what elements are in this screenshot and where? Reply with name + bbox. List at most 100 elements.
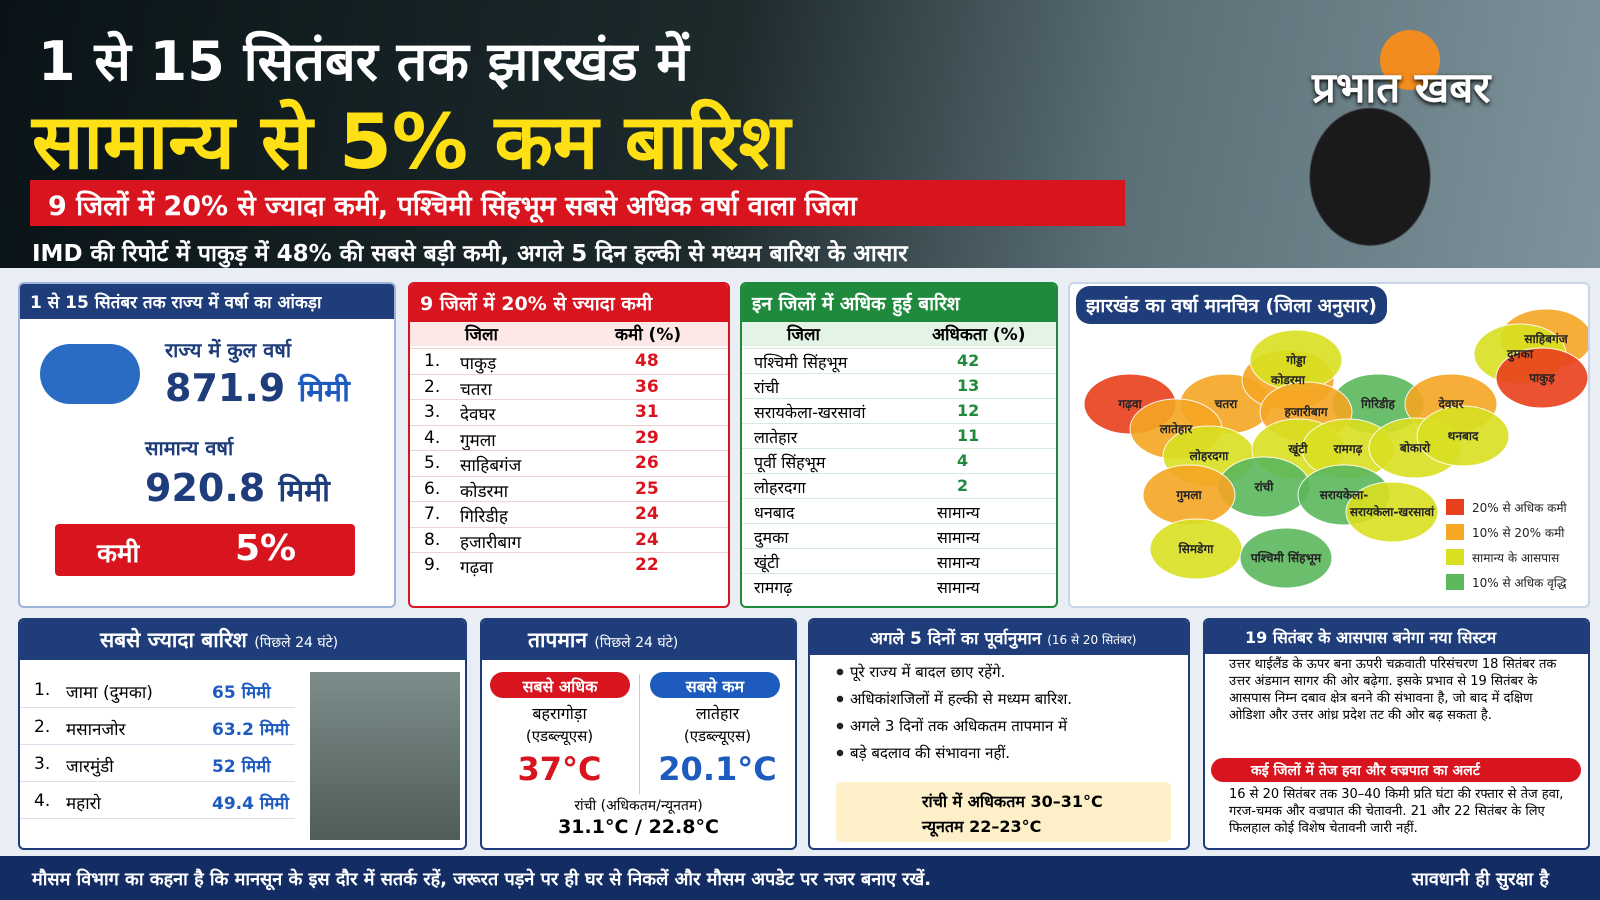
map-panel: झारखंड का वर्षा मानचित्र (जिला अनुसार) ग… [1068, 282, 1590, 608]
district: साहिबगंज [460, 456, 522, 476]
rain-row: 2. मसानजोर 63.2 मिमी [20, 709, 295, 745]
district-label: लोहरदगा [1189, 449, 1230, 463]
district-area [1239, 527, 1333, 589]
district: हजारीबाग [460, 532, 522, 553]
rank: 3. [34, 754, 51, 774]
place: महारो [66, 794, 101, 814]
deficit: 25 [635, 478, 659, 499]
table-row: 9. गढ़वा 22 [410, 552, 728, 578]
max-place: बहरागोड़ा [532, 704, 587, 723]
table-row: पूर्वी सिंहभूम 4 [742, 448, 1056, 472]
table-row: 7. गिरिडीह 24 [410, 501, 728, 527]
min-label: सबसे कम [650, 672, 780, 698]
deficit: 26 [635, 453, 659, 473]
header: 1 से 15 सितंबर तक झारखंड में सामान्य से … [0, 0, 1600, 268]
table-row: पश्चिमी सिंहभूम 42 [742, 348, 1056, 372]
panel-title: 9 जिलों में 20% से ज्यादा कमी [410, 284, 728, 322]
rank: 2. [34, 717, 51, 737]
table-row: 2. चतरा 36 [410, 373, 728, 400]
district: रामगढ़ [754, 578, 793, 597]
note: (16 से 20 सितंबर) [1047, 633, 1137, 647]
district-label: बोकारो [1399, 441, 1431, 455]
table-row: खूंटी सामान्य [742, 548, 1056, 572]
excess: 2 [957, 476, 969, 495]
footer: मौसम विभाग का कहना है कि मानसून के इस दौ… [0, 856, 1600, 900]
alert-text: 16 से 20 सितंबर तक 30–40 किमी प्रति घंटा… [1229, 787, 1564, 836]
table-row: 5. साहिबगंज 26 [410, 450, 728, 476]
panel-title: झारखंड का वर्षा मानचित्र (जिला अनुसार) [1076, 286, 1387, 324]
rain-map: गढ़वा चतरा कोडरमा गोड्डा गिरिडीह देवघर साहिबगं… [1083, 308, 1588, 591]
district: पाकुड़ [460, 354, 497, 374]
rank: 7. [424, 504, 441, 524]
summary-panel: 1 से 15 सितंबर तक राज्य में वर्षा का आंक… [18, 282, 396, 608]
forecast-item: बड़े बदलाव की संभावना नहीं. [836, 743, 1188, 763]
district-label: गढ़वा [1117, 397, 1142, 411]
system-panel: 19 सितंबर के आसपास बनेगा नया सिस्टम उत्त… [1203, 618, 1590, 850]
table-row: दुमका सामान्य [742, 523, 1056, 547]
table-header: जिला अधिकता (%) [742, 322, 1056, 346]
note: (पिछले 24 घंटे) [254, 635, 339, 651]
district: गुमला [460, 430, 496, 451]
excess: 13 [957, 376, 980, 395]
rank: 3. [424, 402, 441, 422]
amount: 49.4 मिमी [212, 794, 290, 814]
district-label: सिमडेगा [1178, 542, 1215, 556]
temperature-panel: तापमान (पिछले 24 घंटे) सबसे अधिक बहरागोड… [480, 618, 797, 850]
district-label: देवघर [1437, 397, 1464, 411]
rain-row: 1. जामा (दुमका) 65 मिमी [20, 672, 295, 708]
table-row: 4. गुमला 29 [410, 424, 728, 451]
excess: सामान्य [937, 528, 980, 547]
tagline: IMD की रिपोर्ट में पाकुड़ में 48% की सबस… [32, 241, 908, 267]
deficit: 48 [635, 351, 659, 371]
district-label: रांची [1254, 480, 1275, 494]
ranchi-min: न्यूनतम 22–23°C [922, 817, 1042, 836]
rank: 8. [424, 529, 441, 550]
district-area [1495, 347, 1588, 409]
place: जारमुंडी [66, 757, 114, 777]
district-label: खूंटी [1288, 442, 1309, 457]
excess: 42 [957, 351, 980, 370]
legend-swatch [1446, 524, 1464, 540]
deficit: 31 [635, 402, 659, 422]
panel-title: 1 से 15 सितंबर तक राज्य में वर्षा का आंक… [20, 284, 394, 319]
ranchi-max: रांची में अधिकतम 30–31°C [922, 792, 1103, 811]
title-line1: 1 से 15 सितंबर तक झारखंड में [38, 30, 689, 93]
district-area [1416, 405, 1510, 467]
total-unit: मिमी [298, 374, 350, 409]
normal-label: सामान्य वर्षा [145, 436, 234, 460]
total: 871.9 मिमी [165, 366, 350, 410]
max-value: 37°C [517, 750, 602, 788]
rank: 4. [34, 791, 51, 811]
title-line2: सामान्य से 5% कम बारिश [32, 97, 791, 186]
subtitle: 9 जिलों में 20% से ज्यादा कमी, पश्चिमी स… [30, 180, 1125, 226]
district: धनबाद [754, 503, 795, 522]
excess: सामान्य [937, 553, 980, 572]
heaviest-panel: सबसे ज्यादा बारिश (पिछले 24 घंटे) 1. जामा… [18, 618, 467, 850]
district-label: सरायकेला- [1319, 488, 1369, 502]
deficit-box: कमी 5% [55, 524, 355, 576]
district-area [1345, 481, 1439, 543]
table-row: 3. देवघर 31 [410, 399, 728, 425]
district: चतरा [460, 379, 492, 400]
table-header: जिला कमी (%) [410, 322, 728, 346]
amount: 52 मिमी [212, 757, 271, 777]
deficit: 24 [635, 504, 659, 524]
panel-title: इन जिलों में अधिक हुई बारिश [742, 284, 1056, 322]
logo: प्रभात खबर [1312, 63, 1491, 112]
ranchi-box: रांची में अधिकतम 30–31°C न्यूनतम 22–23°C [836, 782, 1171, 842]
district: सरायकेला-खरसावां [754, 403, 866, 422]
panel-title: 19 सितंबर के आसपास बनेगा नया सिस्टम [1205, 620, 1588, 654]
district-label: दुमका [1506, 347, 1534, 362]
title: तापमान [528, 628, 587, 652]
rank: 9. [424, 555, 441, 575]
district-label: हजारीबाग [1283, 405, 1328, 419]
district: कोडरमा [460, 481, 509, 502]
forecast-item: अगले 3 दिनों तक अधिकतम तापमान में [836, 716, 1188, 736]
system-text: उत्तर थाईलैंड के ऊपर बना ऊपरी चक्रवाती प… [1229, 657, 1557, 723]
divider [639, 674, 640, 794]
normal: 920.8 मिमी [145, 466, 330, 510]
place: जामा (दुमका) [66, 683, 153, 703]
footer-tagline: सावधानी ही सुरक्षा है [1412, 869, 1549, 890]
district: देवघर [460, 405, 496, 425]
